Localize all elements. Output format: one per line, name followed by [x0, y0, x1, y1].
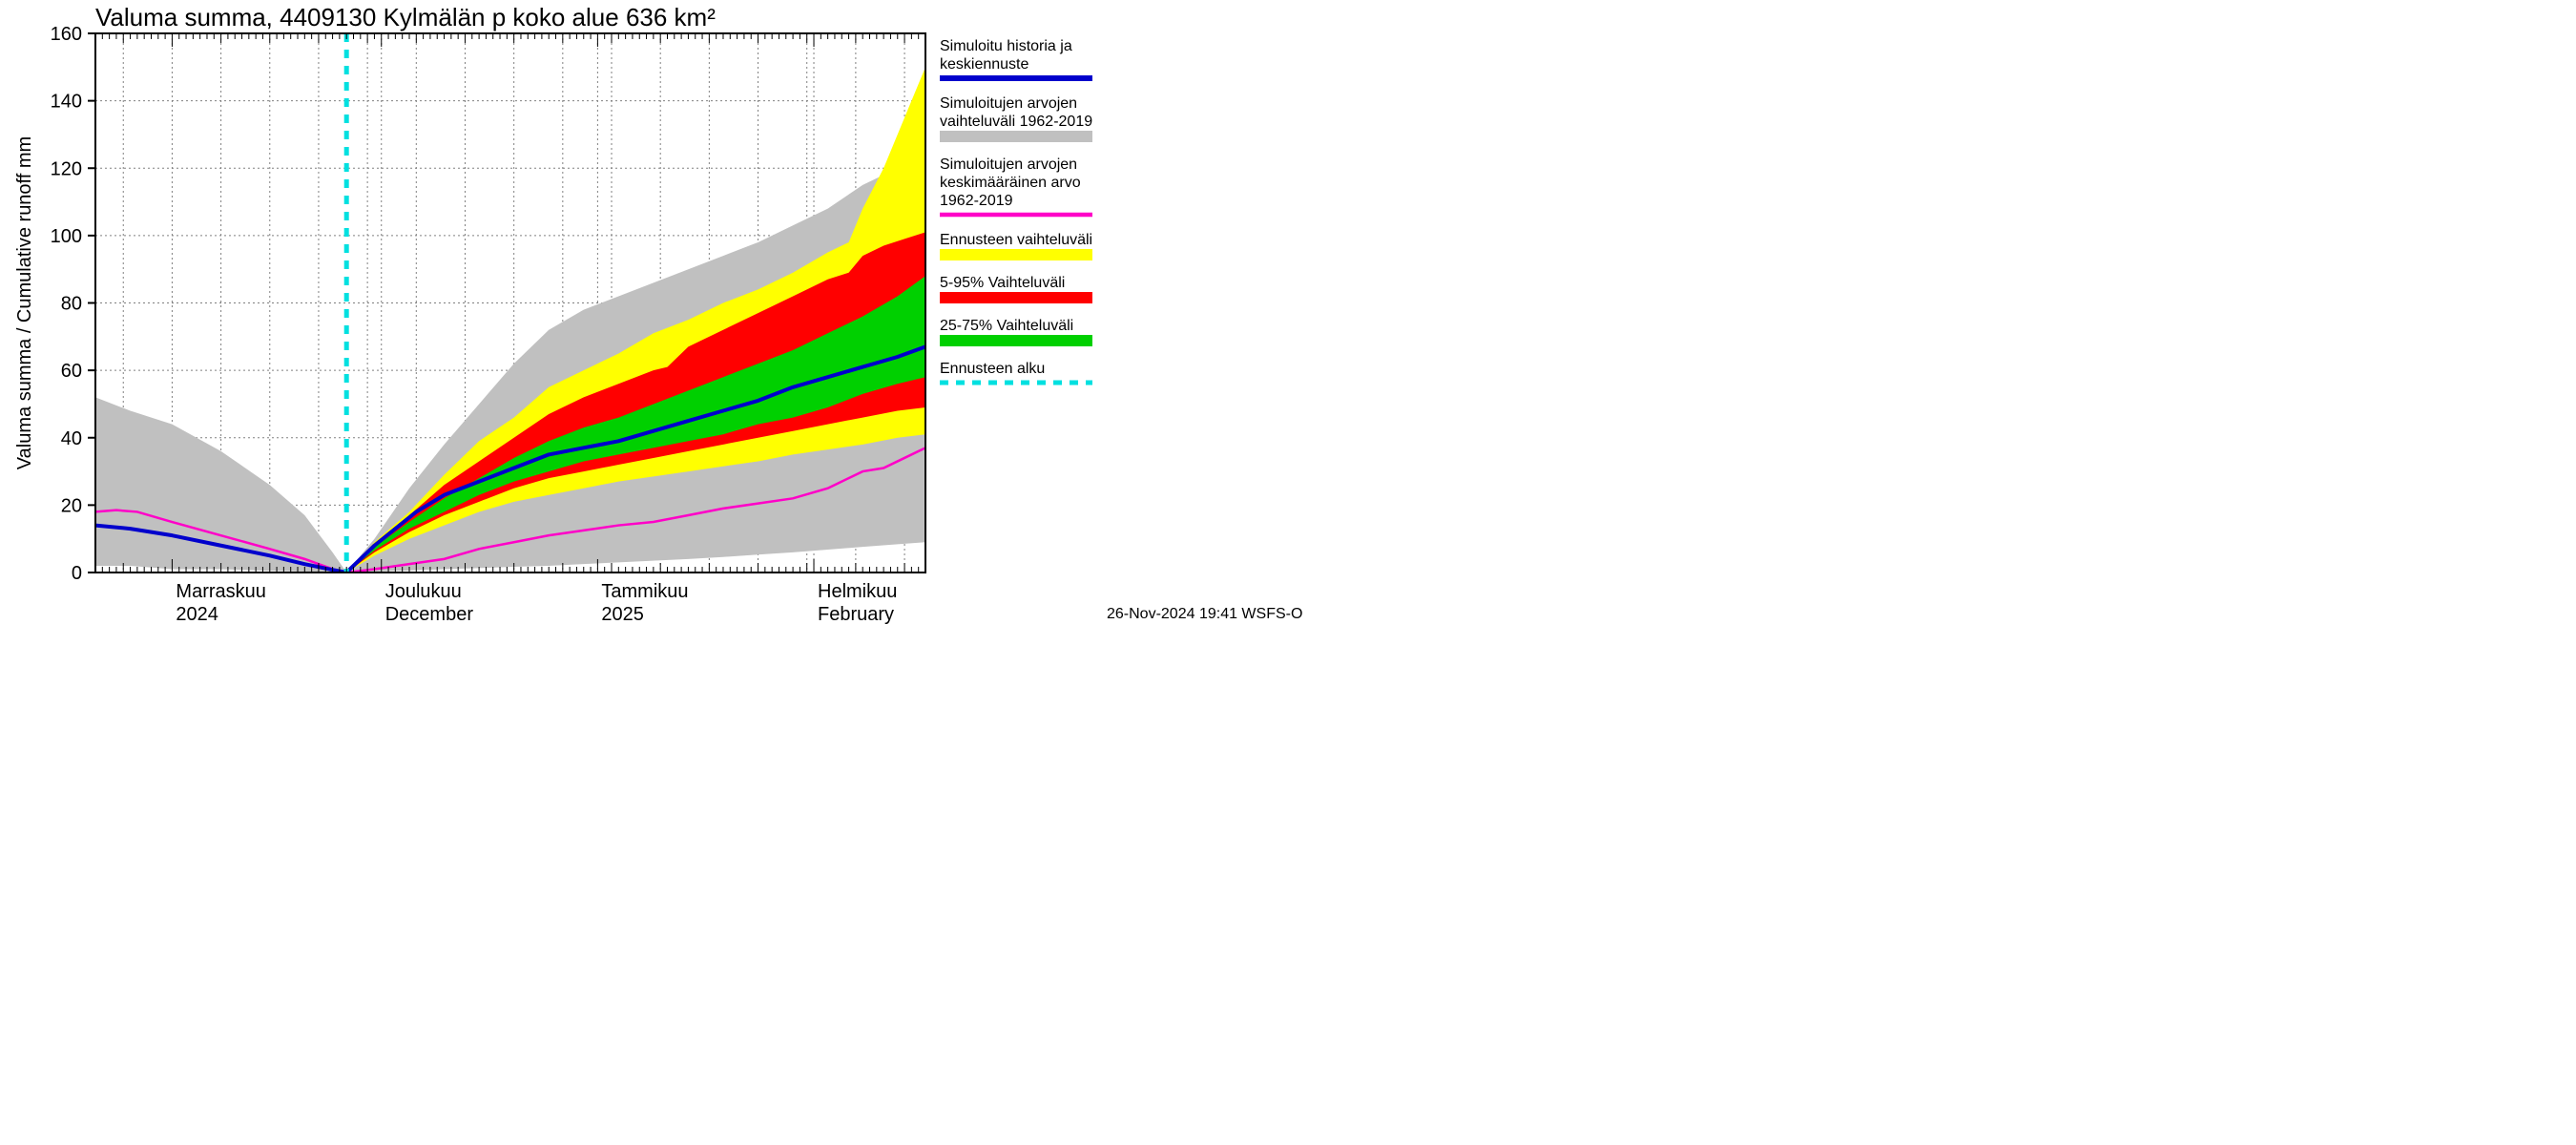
x-month-label-top: Marraskuu	[176, 581, 265, 602]
y-tick-label: 60	[61, 361, 82, 382]
y-tick-label: 100	[51, 226, 82, 247]
legend-swatch-fc_2575	[940, 335, 1092, 346]
legend-label-range: Simuloitujen arvojen	[940, 95, 1077, 112]
legend-label-fc_outer: Ennusteen vaihteluväli	[940, 232, 1092, 248]
legend-label-fc_595: 5-95% Vaihteluväli	[940, 275, 1065, 291]
legend-label-fc_2575: 25-75% Vaihteluväli	[940, 318, 1073, 334]
x-month-label-bottom: 2025	[601, 604, 644, 625]
x-month-label-top: Joulukuu	[385, 581, 462, 602]
chart-footer: 26-Nov-2024 19:41 WSFS-O	[1107, 606, 1302, 622]
y-tick-label: 20	[61, 495, 82, 516]
x-month-label-top: Tammikuu	[601, 581, 688, 602]
y-tick-label: 160	[51, 24, 82, 45]
y-axis-label: Valuma summa / Cumulative runoff mm	[14, 136, 35, 469]
x-month-label-bottom: 2024	[176, 604, 218, 625]
cumulative-runoff-chart: 0 20 40 60 80 100 120 140 160 Marraskuu2024 Jouluk…	[0, 0, 1431, 636]
y-tick-label: 0	[72, 563, 82, 584]
legend-swatch-fc_outer	[940, 249, 1092, 260]
x-month-label-bottom: December	[385, 604, 474, 625]
x-month-label-bottom: February	[818, 604, 894, 625]
y-tick-label: 80	[61, 294, 82, 315]
legend-swatch-fc_595	[940, 292, 1092, 303]
legend-label-range: vaihteluväli 1962-2019	[940, 114, 1092, 130]
x-month-label-top: Helmikuu	[818, 581, 897, 602]
legend-label-mean: Simuloitujen arvojen	[940, 156, 1077, 173]
y-tick-label: 40	[61, 428, 82, 449]
legend-label-fc_start: Ennusteen alku	[940, 361, 1045, 377]
legend-label-main: Simuloitu historia ja	[940, 38, 1072, 54]
y-tick-label: 120	[51, 158, 82, 179]
legend-label-mean: 1962-2019	[940, 193, 1013, 209]
legend-swatch-range	[940, 131, 1092, 142]
legend-label-main: keskiennuste	[940, 56, 1028, 73]
chart-title: Valuma summa, 4409130 Kylmälän p koko al…	[95, 3, 716, 31]
y-tick-label: 140	[51, 92, 82, 113]
legend-label-mean: keskimääräinen arvo	[940, 175, 1081, 191]
